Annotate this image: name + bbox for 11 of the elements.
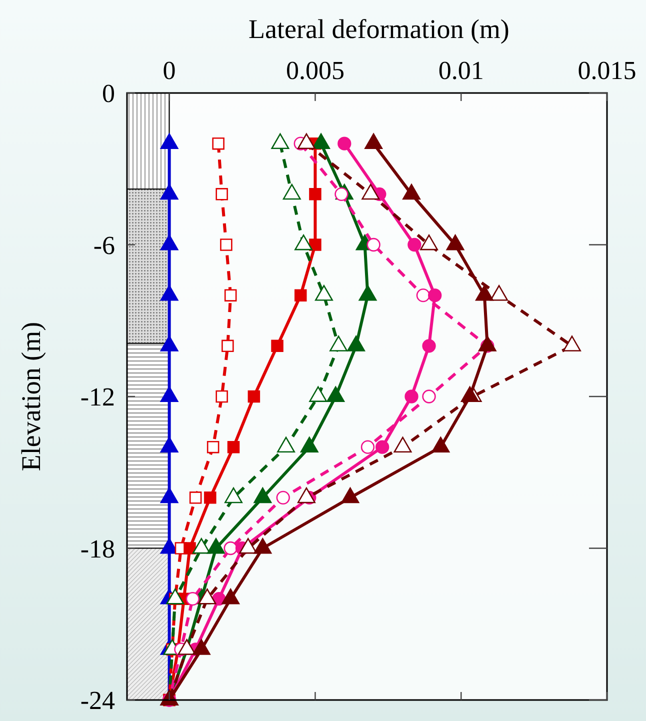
y-tick-label: -24: [80, 686, 115, 716]
x-axis-title: Lateral deformation (m): [248, 14, 510, 44]
y-tick-label: -18: [80, 534, 115, 564]
y-tick-label: -12: [80, 382, 115, 412]
x-tick-label: 0: [162, 56, 176, 85]
x-tick-label: 0.005: [286, 56, 344, 85]
y-axis-title: Elevation (m): [16, 322, 46, 472]
x-tick-label: 0.01: [438, 56, 484, 85]
y-tick-label: 0: [102, 79, 115, 108]
y-tick-label: -6: [93, 230, 115, 260]
x-tick-label: 0.015: [578, 56, 636, 85]
